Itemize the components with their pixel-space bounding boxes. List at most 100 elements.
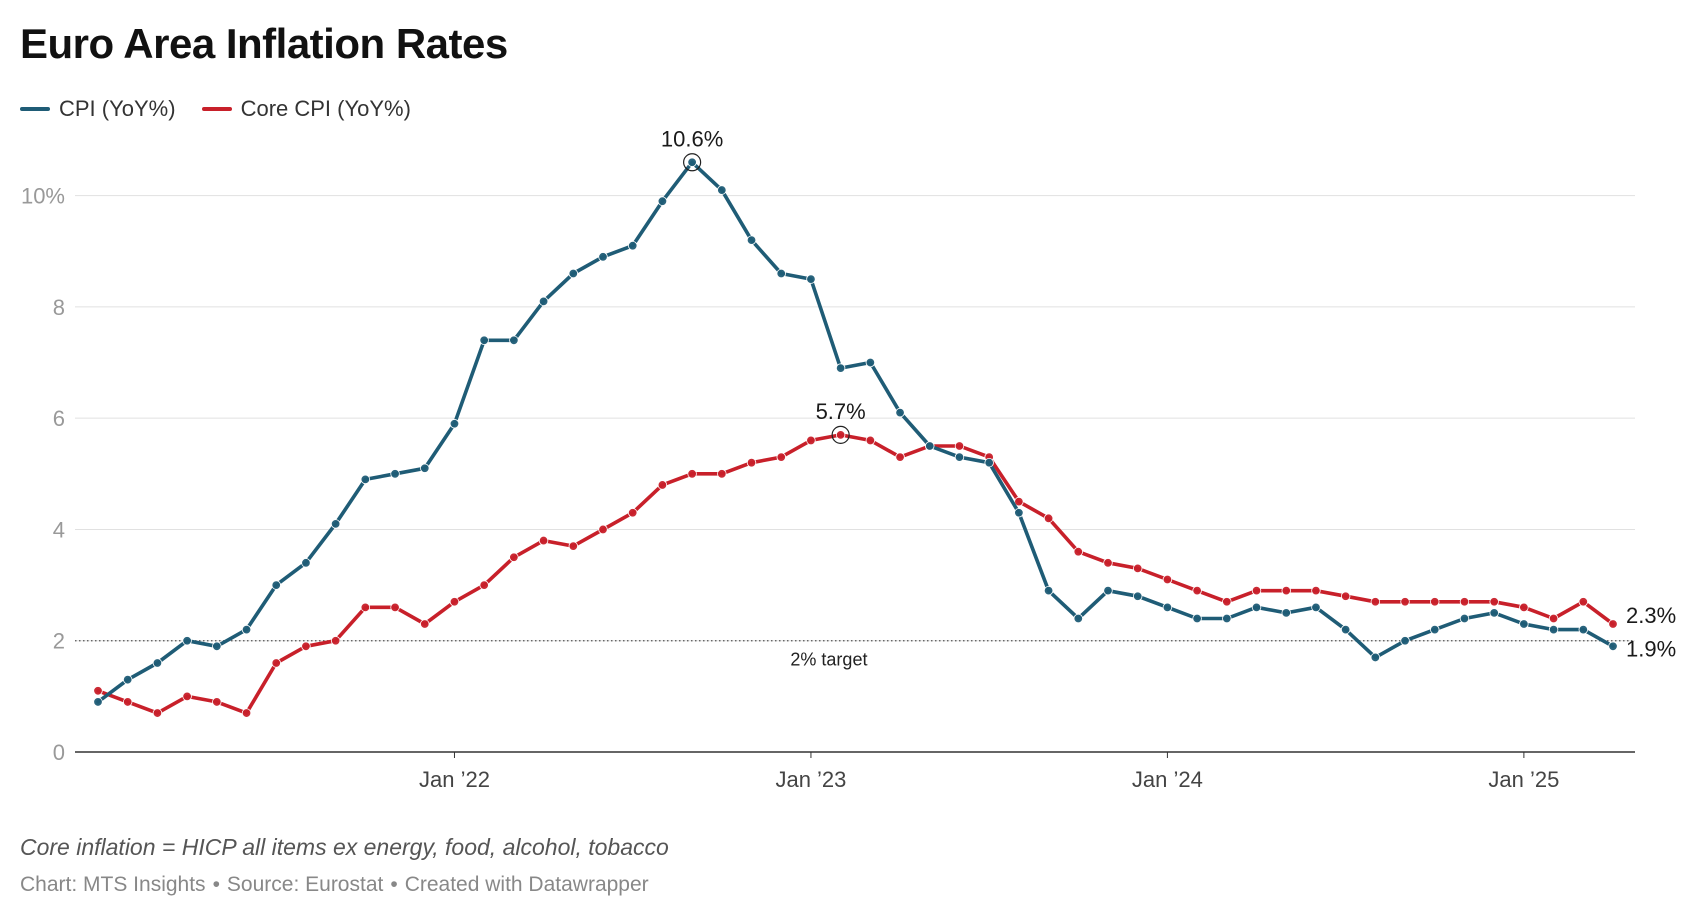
peak-annotation-label: 5.7% <box>816 399 866 424</box>
cpi-data-point <box>895 407 905 418</box>
label-layer: 10.6% 5.7% 1.9% 2.3% <box>661 126 1676 661</box>
cpi-data-point <box>1430 624 1440 635</box>
cpi-data-point <box>1222 613 1232 624</box>
cpi-data-point <box>212 641 222 651</box>
cpi-series-line <box>96 160 1615 704</box>
cpi-data-point <box>152 658 163 668</box>
series-layer <box>93 157 1618 718</box>
cpi-data-point <box>123 674 133 685</box>
cpi-data-point <box>1073 613 1083 624</box>
cpi-data-point <box>628 241 638 251</box>
core-cpi-data-point <box>1192 585 1202 596</box>
cpi-data-point <box>1281 608 1291 618</box>
cpi-data-point <box>1311 602 1321 613</box>
core-cpi-data-point <box>1548 613 1559 624</box>
x-tick-label: Jan ’23 <box>775 767 846 792</box>
core-cpi-data-point <box>1133 563 1143 574</box>
cpi-data-point <box>1162 602 1173 613</box>
core-cpi-data-point <box>717 469 727 479</box>
core-cpi-data-point <box>1459 597 1470 607</box>
cpi-data-point <box>657 196 668 206</box>
peak-marker-ring <box>683 153 702 172</box>
core-cpi-data-point <box>806 435 816 446</box>
legend-label-cpi: CPI (YoY%) <box>59 96 176 121</box>
core-cpi-end-label: 2.3% <box>1626 603 1676 628</box>
cpi-data-point <box>1459 613 1470 624</box>
core-cpi-data-point <box>1043 513 1054 524</box>
core-cpi-data-point <box>1311 585 1321 596</box>
footnote: Core inflation = HICP all items ex energ… <box>20 834 669 860</box>
core-cpi-data-point <box>93 686 103 696</box>
cpi-data-point <box>806 274 816 284</box>
credits: Chart: MTS Insights • Source: Eurostat • Cre… <box>20 873 649 897</box>
core-cpi-data-point <box>1014 496 1024 507</box>
core-cpi-data-point <box>865 435 876 446</box>
legend-item-core-cpi: Core CPI (YoY%) <box>201 96 411 122</box>
core-cpi-data-point <box>271 658 281 668</box>
line-chart: 2% target 0 2 4 6 8 10% Jan ’22 Jan ’23 Jan ’24 J… <box>21 126 1676 792</box>
core-cpi-data-point <box>330 636 341 646</box>
core-cpi-data-point <box>1251 585 1262 596</box>
cpi-data-point <box>301 558 311 568</box>
core-cpi-data-point <box>1103 558 1113 568</box>
cpi-data-point <box>1400 636 1410 646</box>
y-tick-label: 6 <box>53 406 65 431</box>
core-cpi-data-point <box>1400 597 1410 607</box>
core-cpi-data-point <box>746 457 757 468</box>
cpi-data-point <box>925 441 935 451</box>
core-cpi-data-point <box>1222 597 1232 607</box>
cpi-data-point <box>954 452 965 462</box>
cpi-data-point <box>1608 641 1618 651</box>
core-cpi-data-point <box>301 641 311 651</box>
cpi-data-point <box>182 636 192 646</box>
x-tick-label: Jan ’25 <box>1488 767 1559 792</box>
cpi-data-point <box>241 624 252 635</box>
cpi-data-point <box>1519 619 1529 629</box>
core-cpi-data-point <box>449 597 460 607</box>
x-tick-label: Jan ’22 <box>419 767 490 792</box>
peak-marker-ring <box>831 425 850 444</box>
cpi-data-point <box>984 457 994 468</box>
core-cpi-data-point <box>1340 591 1351 601</box>
y-tick-label: 10% <box>21 184 65 209</box>
y-tick-label: 8 <box>53 295 65 320</box>
cpi-data-point <box>1251 602 1262 613</box>
credit-separator: • <box>390 873 398 896</box>
core-cpi-data-point <box>1430 597 1440 607</box>
core-cpi-data-point <box>152 708 163 718</box>
cpi-data-point <box>330 519 341 529</box>
core-cpi-data-point <box>657 480 668 490</box>
core-cpi-data-point <box>1370 597 1381 607</box>
cpi-data-point <box>687 157 697 167</box>
cpi-data-point <box>1192 613 1202 624</box>
core-cpi-data-point <box>1489 597 1499 607</box>
cpi-data-point <box>449 419 460 429</box>
cpi-data-point <box>390 469 400 479</box>
core-cpi-data-point <box>509 552 519 562</box>
core-cpi-data-point <box>241 708 252 718</box>
cpi-data-point <box>93 697 103 707</box>
cpi-data-point <box>835 363 846 373</box>
cpi-end-label: 1.9% <box>1626 636 1676 661</box>
cpi-data-point <box>1014 508 1024 518</box>
cpi-data-point <box>538 296 549 307</box>
credit-tool: Created with Datawrapper <box>404 873 649 896</box>
y-tick-label: 4 <box>53 517 65 542</box>
core-cpi-data-point <box>1519 602 1529 613</box>
core-cpi-data-point <box>628 508 638 518</box>
cpi-data-point <box>717 185 727 195</box>
cpi-data-point <box>1103 585 1113 596</box>
legend-item-cpi: CPI (YoY%) <box>20 96 176 122</box>
x-tick-label: Jan ’24 <box>1132 767 1203 792</box>
core-cpi-data-point <box>360 602 371 613</box>
cpi-data-point <box>746 235 757 245</box>
core-cpi-data-point <box>776 452 786 462</box>
core-cpi-data-point <box>1578 597 1588 607</box>
y-tick-label: 2 <box>53 629 65 654</box>
peak-annotation-label: 10.6% <box>661 126 723 151</box>
cpi-data-point <box>1370 652 1381 663</box>
cpi-data-point <box>568 268 578 279</box>
credit-chart: Chart: MTS Insights <box>20 873 206 896</box>
cpi-data-point <box>479 335 489 345</box>
core-cpi-data-point <box>1162 574 1173 585</box>
